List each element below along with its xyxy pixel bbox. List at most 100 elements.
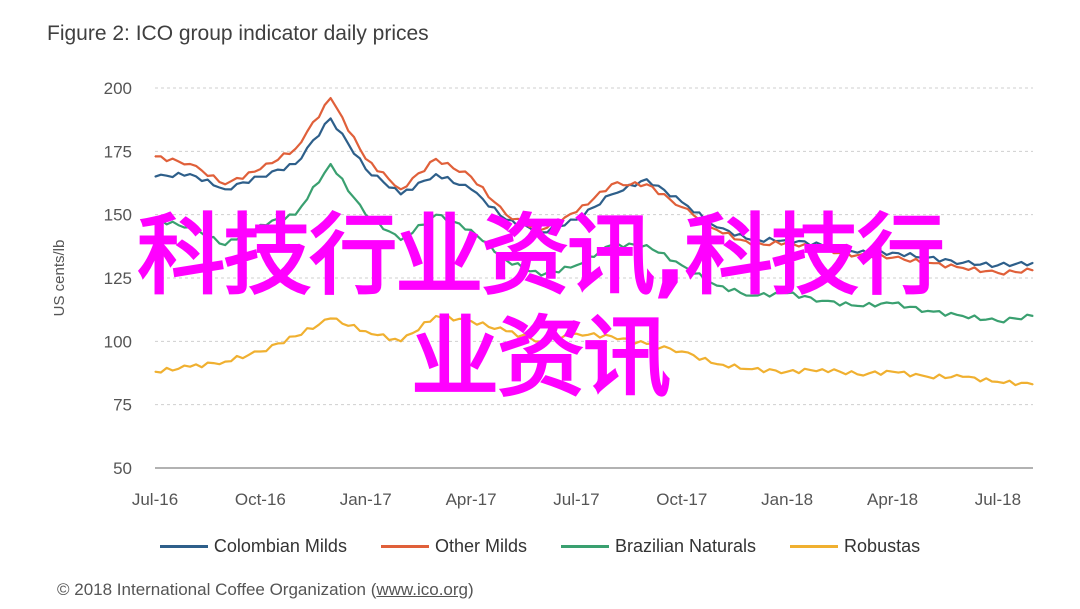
data-point xyxy=(189,173,191,175)
data-point xyxy=(540,274,542,277)
data-point xyxy=(154,371,156,373)
data-point xyxy=(786,241,788,244)
chart-title: Figure 2: ICO group indicator daily pric… xyxy=(47,22,429,45)
data-point xyxy=(294,214,297,216)
legend-label: Robustas xyxy=(844,536,921,556)
data-point xyxy=(365,214,367,216)
series-line-other-milds xyxy=(155,96,1034,276)
data-point xyxy=(751,295,753,297)
x-tick-label: Jan-18 xyxy=(761,490,813,509)
y-axis-ticks: 50 75 100 125 150 175 200 xyxy=(104,79,132,478)
data-point xyxy=(224,244,226,246)
data-point xyxy=(927,310,929,312)
y-tick-label: 125 xyxy=(104,269,132,288)
data-point xyxy=(435,158,437,160)
data-point xyxy=(997,264,999,266)
data-point xyxy=(927,257,929,259)
data-point xyxy=(962,267,964,269)
x-tick-label: Jul-16 xyxy=(132,490,178,509)
data-point xyxy=(224,188,226,190)
data-point xyxy=(259,350,261,353)
data-point xyxy=(610,183,613,185)
data-point xyxy=(540,231,542,233)
data-point xyxy=(786,292,788,294)
data-point xyxy=(891,302,894,304)
data-point xyxy=(470,229,472,231)
legend-swatch xyxy=(560,545,609,548)
series-robustas xyxy=(154,314,1034,387)
series-brazilian-naturals xyxy=(154,162,1034,324)
data-point xyxy=(470,176,472,178)
data-point xyxy=(646,244,648,246)
overlay-line-2: 业资讯 xyxy=(410,306,671,409)
data-point xyxy=(400,188,402,190)
data-point xyxy=(891,252,894,254)
legend: Colombian Milds Other Milds Brazilian Natu… xyxy=(0,536,1080,557)
x-tick-label: Jul-17 xyxy=(553,490,599,509)
data-point xyxy=(294,335,297,337)
data-point xyxy=(786,371,788,373)
data-point xyxy=(259,176,261,178)
data-point xyxy=(610,244,613,246)
series-colombian-milds xyxy=(154,117,1034,269)
data-point xyxy=(821,244,823,246)
data-point xyxy=(681,264,683,266)
data-point xyxy=(400,239,402,241)
data-point xyxy=(962,376,964,378)
legend-item: Robustas xyxy=(790,536,920,557)
data-point xyxy=(610,193,613,195)
data-point xyxy=(400,340,402,342)
x-axis-ticks: Jul-16 Oct-16 Jan-17 Apr-17 Jul-17 Oct-17 Jan-… xyxy=(132,490,1021,509)
legend-item: Brazilian Naturals xyxy=(560,536,756,557)
data-point xyxy=(365,158,367,160)
data-point xyxy=(821,300,823,302)
series-line-colombian-milds xyxy=(154,117,1034,269)
data-point xyxy=(435,173,437,175)
data-point xyxy=(856,252,859,254)
data-point xyxy=(1032,262,1034,264)
data-point xyxy=(189,163,191,165)
data-point xyxy=(786,239,788,241)
data-point xyxy=(1032,269,1034,271)
data-point xyxy=(751,244,753,246)
data-point xyxy=(646,183,648,185)
data-point xyxy=(997,320,999,322)
data-point xyxy=(330,97,332,99)
data-point xyxy=(1032,383,1034,385)
source-prefix: © 2018 International Coffee Organization… xyxy=(57,580,377,599)
data-point xyxy=(646,178,648,180)
data-point xyxy=(716,226,718,228)
data-point xyxy=(505,330,507,332)
data-point xyxy=(751,239,753,241)
data-point xyxy=(470,188,472,190)
x-tick-label: Jan-17 xyxy=(340,490,392,509)
data-point xyxy=(330,163,332,165)
data-point xyxy=(821,249,823,251)
x-tick-label: Apr-17 xyxy=(446,490,497,509)
source-credit: © 2018 International Coffee Organization… xyxy=(57,580,474,600)
series-other-milds xyxy=(154,96,1034,276)
data-point xyxy=(575,211,578,213)
data-point xyxy=(927,262,929,264)
data-point xyxy=(575,333,578,335)
x-tick-label: Oct-16 xyxy=(235,490,286,509)
data-point xyxy=(365,330,367,332)
data-point xyxy=(962,262,964,264)
data-point xyxy=(259,168,261,170)
gridlines xyxy=(155,87,1033,406)
data-point xyxy=(330,317,332,320)
data-point xyxy=(540,340,542,342)
data-point xyxy=(294,148,297,150)
data-point xyxy=(751,368,753,370)
y-tick-label: 75 xyxy=(113,396,132,415)
source-link[interactable]: www.ico.org xyxy=(376,580,468,599)
legend-swatch xyxy=(790,545,839,548)
legend-swatch xyxy=(380,545,429,548)
data-point xyxy=(997,272,999,274)
data-point xyxy=(962,315,964,317)
data-point xyxy=(154,155,156,157)
data-point xyxy=(189,366,191,368)
data-point xyxy=(294,163,297,165)
x-tick-label: Oct-17 xyxy=(656,490,707,509)
data-point xyxy=(997,381,999,383)
